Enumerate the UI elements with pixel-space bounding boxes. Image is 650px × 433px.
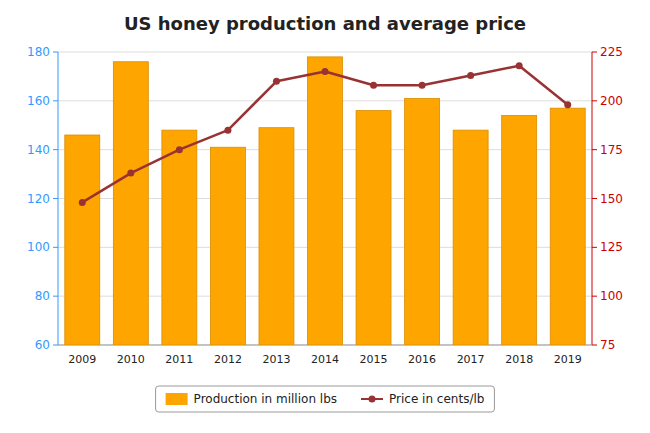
x-tick-label: 2013 (262, 353, 290, 366)
legend-marker (369, 396, 376, 403)
price-point (322, 68, 329, 75)
y-tick-label: 180 (27, 45, 50, 59)
y2-tick-label: 100 (600, 289, 623, 303)
marks (65, 57, 585, 345)
y2-tick-label: 175 (600, 143, 623, 157)
x-tick-label: 2010 (117, 353, 145, 366)
title: US honey production and average price (124, 13, 526, 34)
x-tick-label: 2015 (360, 353, 388, 366)
x-tick-label: 2019 (554, 353, 582, 366)
y2-axis-line (592, 52, 593, 345)
y2-tick (592, 100, 597, 101)
grid-line (58, 52, 592, 53)
axes: 60 80 100 120 140 160 180 75 100 125 150 175 200 225 2… (27, 45, 623, 366)
price-point (176, 146, 183, 153)
legend-label: Production in million lbs (194, 392, 337, 406)
bar (356, 111, 391, 345)
y2-tick-label: 125 (600, 240, 623, 254)
y-tick-label: 120 (27, 192, 50, 206)
price-point (224, 127, 231, 134)
x-tick-label: 2014 (311, 353, 339, 366)
x-tick-label: 2016 (408, 353, 436, 366)
y-tick (53, 247, 58, 248)
x-tick-label: 2018 (505, 353, 533, 366)
y-tick-label: 100 (27, 240, 50, 254)
y-tick-label: 60 (35, 338, 50, 352)
legend-frame (156, 386, 495, 412)
x-tick-label: 2017 (457, 353, 485, 366)
y2-tick (592, 345, 597, 346)
bar (65, 135, 100, 345)
bar (405, 98, 440, 345)
price-point (419, 82, 426, 89)
y2-tick (592, 198, 597, 199)
price-point (516, 62, 523, 69)
price-point (273, 78, 280, 85)
bar (502, 115, 537, 345)
y-tick-label: 160 (27, 94, 50, 108)
y2-tick-label: 200 (600, 94, 623, 108)
y2-tick-label: 150 (600, 192, 623, 206)
y-tick (53, 149, 58, 150)
legend-item: Price in cents/lb (361, 392, 484, 406)
y-tick-label: 80 (35, 289, 50, 303)
y-tick-label: 140 (27, 143, 50, 157)
legend-swatch (166, 393, 188, 405)
y-tick (53, 100, 58, 101)
price-point (564, 101, 571, 108)
legend-label: Price in cents/lb (389, 392, 484, 406)
price-point (467, 72, 474, 79)
bar (453, 130, 488, 345)
bar (210, 147, 245, 345)
y-tick (53, 198, 58, 199)
chart: US honey production and average price 60 8… (0, 0, 650, 433)
y-tick (53, 52, 58, 53)
legend-item: Production in million lbs (166, 392, 337, 406)
y2-tick-label: 225 (600, 45, 623, 59)
price-point (127, 170, 134, 177)
bar (113, 62, 148, 345)
bar (550, 108, 585, 345)
y-axis-line (58, 52, 59, 345)
x-tick-label: 2011 (165, 353, 193, 366)
x-tick-label: 2009 (68, 353, 96, 366)
price-line (82, 66, 567, 203)
y-tick (53, 296, 58, 297)
y-tick (53, 345, 58, 346)
bar (259, 128, 294, 345)
price-point (79, 199, 86, 206)
y2-tick (592, 247, 597, 248)
grid (58, 52, 592, 345)
bar (308, 57, 343, 345)
y2-tick-label: 75 (600, 338, 615, 352)
bar (162, 130, 197, 345)
price-point (370, 82, 377, 89)
x-tick-label: 2012 (214, 353, 242, 366)
y2-tick (592, 52, 597, 53)
y2-tick (592, 296, 597, 297)
legend: Production in million lbs Price in cents/… (156, 386, 495, 412)
y2-tick (592, 149, 597, 150)
